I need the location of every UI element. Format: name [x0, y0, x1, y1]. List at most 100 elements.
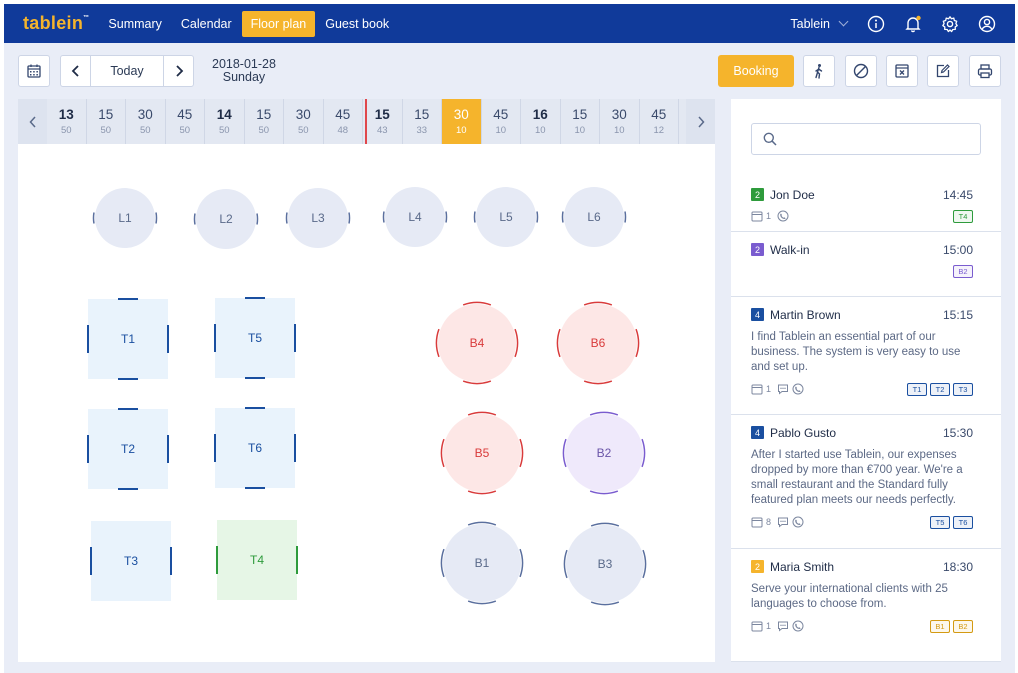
- table-tag[interactable]: T1: [907, 382, 927, 396]
- nav-calendar[interactable]: Calendar: [180, 16, 232, 31]
- reservation-time: 15:30: [942, 425, 973, 440]
- reservation-card[interactable]: 2 Maria Smith 18:30 Serve your internatio…: [731, 549, 1001, 662]
- prev-day-button[interactable]: [61, 56, 91, 86]
- time-slot[interactable]: 45 50: [166, 99, 205, 144]
- time-slot[interactable]: 30 50: [284, 99, 324, 144]
- reservation-footer: 1 T4: [751, 208, 973, 224]
- table-t3[interactable]: T3: [90, 521, 172, 601]
- table-t5[interactable]: T5: [214, 297, 296, 379]
- time-slot[interactable]: 14 50: [205, 99, 245, 144]
- slot-time: 30: [453, 107, 469, 122]
- time-slot[interactable]: 45 10: [482, 99, 521, 144]
- slot-covers: 10: [455, 125, 467, 136]
- top-right-controls: Tablein: [790, 4, 1015, 43]
- table-l3[interactable]: L3: [285, 187, 351, 249]
- chevron-down-icon[interactable]: [838, 16, 849, 27]
- walk-in-icon: [815, 64, 823, 79]
- table-b1[interactable]: B1: [440, 521, 524, 605]
- slot-time: 30: [611, 107, 627, 122]
- info-icon[interactable]: [867, 15, 885, 33]
- time-slot[interactable]: 30 10: [442, 99, 482, 144]
- booking-button[interactable]: Booking: [718, 55, 794, 87]
- print-button[interactable]: [969, 55, 1001, 87]
- nav-summary[interactable]: Summary: [108, 16, 162, 31]
- table-b5[interactable]: B5: [440, 411, 524, 495]
- next-day-button[interactable]: [163, 56, 193, 86]
- table-t6[interactable]: T6: [214, 407, 296, 489]
- table-tags: B2: [950, 264, 973, 278]
- table-t1[interactable]: T1: [87, 298, 169, 380]
- reservation-footer: 1 T1 T2 T3: [751, 381, 973, 397]
- time-slot[interactable]: 15 10: [561, 99, 600, 144]
- walk-in-button[interactable]: [803, 55, 835, 87]
- table-b4[interactable]: B4: [435, 301, 519, 385]
- table-t2[interactable]: T2: [87, 408, 169, 490]
- time-slot[interactable]: 45 12: [640, 99, 679, 144]
- table-l2[interactable]: L2: [193, 188, 259, 250]
- time-slot[interactable]: 15 33: [403, 99, 442, 144]
- time-slot[interactable]: 15 43: [363, 99, 403, 144]
- nav-floor-plan[interactable]: Floor plan: [241, 10, 316, 37]
- table-t4[interactable]: T4: [216, 520, 298, 600]
- reservation-card[interactable]: 4 Pablo Gusto 15:30 After I started use T…: [731, 415, 1001, 549]
- table-tags: B1 B2: [927, 619, 973, 633]
- calendar-button[interactable]: [18, 55, 50, 87]
- search-input[interactable]: [783, 132, 973, 146]
- block-button[interactable]: [845, 55, 877, 87]
- slot-time: 15: [572, 107, 588, 122]
- visit-count: 8: [766, 517, 772, 527]
- reservation-card[interactable]: 2 Jon Doe 14:45 1 T4: [731, 177, 1001, 232]
- table-tag[interactable]: T2: [930, 382, 950, 396]
- logo[interactable]: tablein™: [23, 13, 90, 33]
- table-l1[interactable]: L1: [92, 187, 158, 249]
- table-tag[interactable]: B1: [930, 619, 950, 633]
- reservation-card[interactable]: 4 Martin Brown 15:15 I find Tablein an es…: [731, 297, 1001, 415]
- current-time-marker: [365, 99, 367, 144]
- today-button[interactable]: Today: [110, 64, 144, 78]
- table-tag[interactable]: T5: [930, 515, 950, 529]
- table-l6[interactable]: L6: [561, 186, 627, 248]
- guest-name: Jon Doe: [770, 187, 815, 202]
- table-tag[interactable]: T6: [953, 515, 973, 529]
- table-b3[interactable]: B3: [563, 522, 647, 606]
- table-b6[interactable]: B6: [556, 301, 640, 385]
- table-l5[interactable]: L5: [473, 186, 539, 248]
- gear-icon[interactable]: [941, 15, 959, 33]
- time-slot[interactable]: 30 10: [600, 99, 640, 144]
- slot-covers: 33: [416, 125, 428, 136]
- time-slot[interactable]: 16 10: [521, 99, 561, 144]
- time-slot[interactable]: 30 50: [126, 99, 166, 144]
- bell-icon[interactable]: [904, 15, 922, 33]
- remove-table-button[interactable]: [886, 55, 918, 87]
- time-slot[interactable]: 13 50: [47, 99, 87, 144]
- phone-icon: [792, 383, 804, 395]
- date-value: 2018-01-28: [212, 57, 276, 71]
- calendar-icon: [751, 621, 763, 632]
- slot-time: 13: [58, 107, 74, 122]
- time-slot[interactable]: 45 48: [324, 99, 363, 144]
- reservation-card[interactable]: 2 Walk-in 15:00 B2: [731, 232, 1001, 297]
- table-l4[interactable]: L4: [382, 186, 448, 248]
- slot-covers: 12: [653, 125, 665, 136]
- user-icon[interactable]: [978, 15, 996, 33]
- slot-time: 30: [137, 107, 153, 122]
- slot-covers: 10: [613, 125, 625, 136]
- timeline-next-button[interactable]: [686, 99, 715, 144]
- account-name[interactable]: Tablein: [790, 16, 830, 31]
- table-b2[interactable]: B2: [562, 411, 646, 495]
- party-size-badge: 4: [751, 426, 764, 439]
- table-tag[interactable]: B2: [953, 619, 973, 633]
- table-tags: T1 T2 T3: [904, 382, 973, 396]
- timeline-prev-button[interactable]: [18, 99, 47, 144]
- slot-time: 45: [493, 107, 509, 122]
- edit-button[interactable]: [927, 55, 959, 87]
- time-slot[interactable]: 15 50: [87, 99, 126, 144]
- table-tag[interactable]: T4: [953, 209, 973, 223]
- calendar-icon: [751, 384, 763, 395]
- time-slot[interactable]: 15 50: [245, 99, 284, 144]
- nav-guest-book[interactable]: Guest book: [325, 16, 390, 31]
- table-tag[interactable]: B2: [953, 264, 973, 278]
- table-tag[interactable]: T3: [953, 382, 973, 396]
- slot-time: 45: [651, 107, 667, 122]
- slot-covers: 50: [258, 125, 270, 136]
